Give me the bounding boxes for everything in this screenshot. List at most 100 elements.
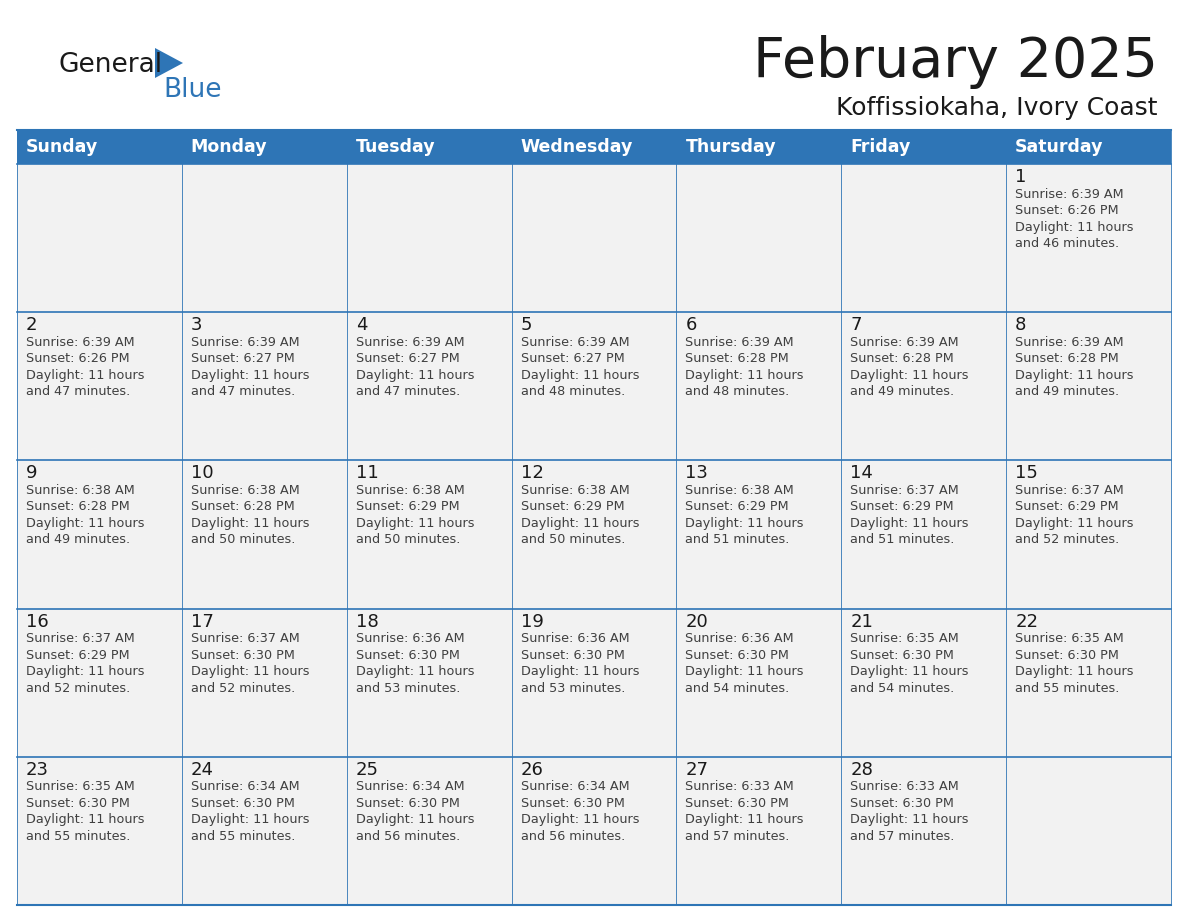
Text: Saturday: Saturday <box>1015 138 1104 156</box>
Text: Daylight: 11 hours: Daylight: 11 hours <box>355 813 474 826</box>
Text: 12: 12 <box>520 465 543 482</box>
Text: Daylight: 11 hours: Daylight: 11 hours <box>520 369 639 382</box>
Text: and 52 minutes.: and 52 minutes. <box>191 681 295 695</box>
Text: 6: 6 <box>685 316 697 334</box>
Bar <box>17 609 182 756</box>
Text: Daylight: 11 hours: Daylight: 11 hours <box>520 813 639 826</box>
Text: 1: 1 <box>1015 168 1026 186</box>
Polygon shape <box>154 48 183 78</box>
Text: 17: 17 <box>191 612 214 631</box>
Text: 10: 10 <box>191 465 214 482</box>
Text: Sunset: 6:29 PM: Sunset: 6:29 PM <box>685 500 789 513</box>
Text: Daylight: 11 hours: Daylight: 11 hours <box>685 369 804 382</box>
Text: and 50 minutes.: and 50 minutes. <box>191 533 296 546</box>
Text: Sunrise: 6:39 AM: Sunrise: 6:39 AM <box>851 336 959 349</box>
Text: 25: 25 <box>355 761 379 778</box>
Text: Monday: Monday <box>191 138 267 156</box>
Text: Sunset: 6:29 PM: Sunset: 6:29 PM <box>355 500 460 513</box>
Text: and 53 minutes.: and 53 minutes. <box>355 681 460 695</box>
Text: Sunset: 6:27 PM: Sunset: 6:27 PM <box>191 353 295 365</box>
Text: Daylight: 11 hours: Daylight: 11 hours <box>851 517 968 530</box>
Text: 19: 19 <box>520 612 543 631</box>
Text: Sunrise: 6:35 AM: Sunrise: 6:35 AM <box>26 780 134 793</box>
Bar <box>347 756 512 905</box>
Text: Sunrise: 6:39 AM: Sunrise: 6:39 AM <box>520 336 630 349</box>
Text: and 51 minutes.: and 51 minutes. <box>851 533 955 546</box>
Text: Daylight: 11 hours: Daylight: 11 hours <box>520 666 639 678</box>
Text: and 54 minutes.: and 54 minutes. <box>685 681 790 695</box>
Text: 14: 14 <box>851 465 873 482</box>
Text: Sunset: 6:29 PM: Sunset: 6:29 PM <box>520 500 624 513</box>
Text: 9: 9 <box>26 465 38 482</box>
Text: Sunrise: 6:39 AM: Sunrise: 6:39 AM <box>355 336 465 349</box>
Text: Daylight: 11 hours: Daylight: 11 hours <box>191 813 309 826</box>
Text: Sunrise: 6:38 AM: Sunrise: 6:38 AM <box>520 484 630 497</box>
Bar <box>512 756 676 905</box>
Text: 13: 13 <box>685 465 708 482</box>
Bar <box>512 609 676 756</box>
Text: Daylight: 11 hours: Daylight: 11 hours <box>1015 220 1133 233</box>
Text: Sunrise: 6:39 AM: Sunrise: 6:39 AM <box>191 336 299 349</box>
Bar <box>182 164 347 312</box>
Text: and 57 minutes.: and 57 minutes. <box>851 830 955 843</box>
Text: Sunrise: 6:39 AM: Sunrise: 6:39 AM <box>1015 336 1124 349</box>
Text: Tuesday: Tuesday <box>355 138 435 156</box>
Bar <box>347 609 512 756</box>
Text: and 51 minutes.: and 51 minutes. <box>685 533 790 546</box>
Text: Sunrise: 6:39 AM: Sunrise: 6:39 AM <box>26 336 134 349</box>
Text: Daylight: 11 hours: Daylight: 11 hours <box>851 666 968 678</box>
Text: and 49 minutes.: and 49 minutes. <box>1015 386 1119 398</box>
Bar <box>17 312 182 461</box>
Text: and 55 minutes.: and 55 minutes. <box>1015 681 1119 695</box>
Text: Sunrise: 6:36 AM: Sunrise: 6:36 AM <box>685 633 794 645</box>
Text: 5: 5 <box>520 316 532 334</box>
Bar <box>512 461 676 609</box>
Text: 15: 15 <box>1015 465 1038 482</box>
Text: and 47 minutes.: and 47 minutes. <box>191 386 295 398</box>
Text: and 54 minutes.: and 54 minutes. <box>851 681 954 695</box>
Text: Sunset: 6:28 PM: Sunset: 6:28 PM <box>685 353 789 365</box>
Bar <box>841 461 1006 609</box>
Text: Sunset: 6:30 PM: Sunset: 6:30 PM <box>520 649 625 662</box>
Text: 18: 18 <box>355 612 379 631</box>
Text: 22: 22 <box>1015 612 1038 631</box>
Text: and 48 minutes.: and 48 minutes. <box>685 386 790 398</box>
Text: and 53 minutes.: and 53 minutes. <box>520 681 625 695</box>
Text: Sunset: 6:29 PM: Sunset: 6:29 PM <box>1015 500 1119 513</box>
Text: and 46 minutes.: and 46 minutes. <box>1015 237 1119 250</box>
Text: 8: 8 <box>1015 316 1026 334</box>
Text: Daylight: 11 hours: Daylight: 11 hours <box>355 666 474 678</box>
Text: and 55 minutes.: and 55 minutes. <box>26 830 131 843</box>
Bar <box>841 756 1006 905</box>
Text: Daylight: 11 hours: Daylight: 11 hours <box>1015 666 1133 678</box>
Text: 23: 23 <box>26 761 49 778</box>
Text: Sunrise: 6:39 AM: Sunrise: 6:39 AM <box>1015 187 1124 200</box>
Bar <box>347 164 512 312</box>
Text: Daylight: 11 hours: Daylight: 11 hours <box>26 369 145 382</box>
Text: Sunset: 6:28 PM: Sunset: 6:28 PM <box>191 500 295 513</box>
Bar <box>17 164 182 312</box>
Bar <box>1006 756 1171 905</box>
Text: Sunrise: 6:35 AM: Sunrise: 6:35 AM <box>851 633 959 645</box>
Text: Sunrise: 6:37 AM: Sunrise: 6:37 AM <box>851 484 959 497</box>
Text: Daylight: 11 hours: Daylight: 11 hours <box>355 517 474 530</box>
Text: 7: 7 <box>851 316 861 334</box>
Text: 27: 27 <box>685 761 708 778</box>
Bar <box>1006 164 1171 312</box>
Text: Sunset: 6:30 PM: Sunset: 6:30 PM <box>851 797 954 810</box>
Text: Sunset: 6:27 PM: Sunset: 6:27 PM <box>520 353 625 365</box>
Text: Sunrise: 6:38 AM: Sunrise: 6:38 AM <box>191 484 299 497</box>
Text: Sunrise: 6:35 AM: Sunrise: 6:35 AM <box>1015 633 1124 645</box>
Bar <box>17 130 1171 164</box>
Text: 24: 24 <box>191 761 214 778</box>
Bar <box>182 609 347 756</box>
Bar <box>182 312 347 461</box>
Text: Daylight: 11 hours: Daylight: 11 hours <box>26 517 145 530</box>
Text: Sunset: 6:28 PM: Sunset: 6:28 PM <box>851 353 954 365</box>
Text: Sunset: 6:28 PM: Sunset: 6:28 PM <box>26 500 129 513</box>
Text: 3: 3 <box>191 316 202 334</box>
Text: Sunset: 6:30 PM: Sunset: 6:30 PM <box>1015 649 1119 662</box>
Bar <box>676 756 841 905</box>
Text: 28: 28 <box>851 761 873 778</box>
Bar <box>841 164 1006 312</box>
